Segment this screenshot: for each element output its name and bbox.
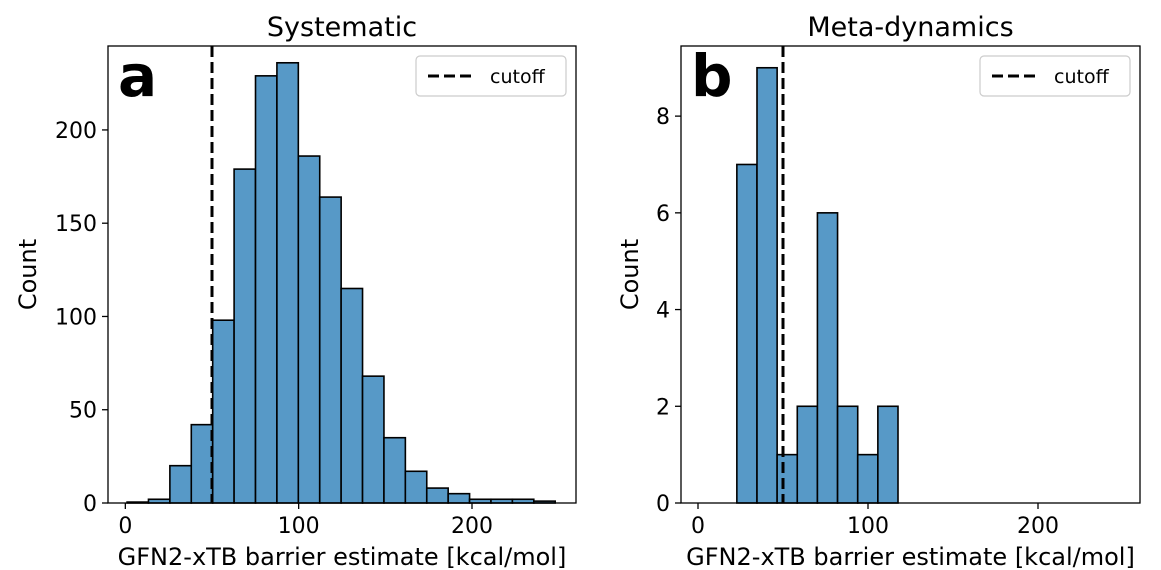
x-tick-label: 0 bbox=[691, 514, 705, 539]
y-axis-label: Count bbox=[14, 239, 42, 310]
legend-box bbox=[415, 55, 567, 97]
x-tick-label: 100 bbox=[847, 514, 889, 539]
chart-title: Meta-dynamics bbox=[807, 12, 1013, 43]
histogram-bar bbox=[340, 287, 364, 504]
y-tick-label: 6 bbox=[656, 202, 670, 227]
histogram-bar bbox=[233, 168, 257, 504]
histogram-bar bbox=[169, 464, 193, 504]
histogram-bar bbox=[776, 453, 799, 504]
chart-title: Systematic bbox=[267, 12, 417, 43]
x-tick-label: 200 bbox=[1017, 514, 1059, 539]
histogram-bar bbox=[318, 196, 342, 504]
y-tick-label: 2 bbox=[656, 395, 670, 420]
x-tick-label: 100 bbox=[278, 514, 320, 539]
y-tick-label: 150 bbox=[55, 212, 97, 237]
y-axis-label: Count bbox=[616, 239, 644, 310]
x-tick-label: 200 bbox=[451, 514, 493, 539]
histogram-bar bbox=[297, 155, 321, 504]
panel-letter: a bbox=[118, 42, 157, 110]
histogram-bar bbox=[756, 66, 778, 504]
histogram-bar bbox=[361, 375, 385, 504]
x-tick-label: 0 bbox=[118, 514, 132, 539]
histogram-bar bbox=[856, 453, 879, 504]
x-axis-label: GFN2-xTB barrier estimate [kcal/mol] bbox=[118, 543, 567, 570]
y-tick-label: 200 bbox=[55, 119, 97, 144]
x-axis-label: GFN2-xTB barrier estimate [kcal/mol] bbox=[686, 543, 1135, 570]
y-tick-label: 50 bbox=[69, 399, 97, 424]
chart-panel-b: 0 100 200 0 2 4 6 8 Meta-dynamics GFN2-xTB barrie… bbox=[616, 12, 1141, 570]
legend-box bbox=[979, 55, 1131, 97]
histogram-bar bbox=[425, 487, 449, 504]
histogram-bar bbox=[877, 405, 899, 504]
panel-letter: b bbox=[691, 42, 733, 110]
histogram-bar bbox=[447, 492, 471, 504]
histogram-bar bbox=[836, 405, 859, 504]
histogram-bar bbox=[796, 405, 819, 504]
axes-frame bbox=[680, 45, 1141, 504]
y-tick-label: 8 bbox=[656, 105, 670, 130]
legend: cutoff bbox=[979, 55, 1131, 97]
y-tick-label: 100 bbox=[55, 305, 97, 330]
chart-panel-a: 0 100 200 0 50 100 150 200 Systematic GFN2-xTB ba… bbox=[14, 12, 577, 570]
histogram-bar bbox=[211, 319, 235, 504]
axes-frame bbox=[107, 45, 577, 504]
y-tick-label: 0 bbox=[656, 492, 670, 517]
legend-label: cutoff bbox=[1054, 66, 1110, 88]
histogram-bar bbox=[276, 61, 300, 504]
histogram-bar bbox=[383, 436, 407, 504]
y-tick-label: 0 bbox=[83, 492, 97, 517]
legend-label: cutoff bbox=[490, 66, 546, 88]
histogram-bar bbox=[736, 163, 758, 504]
legend: cutoff bbox=[415, 55, 567, 97]
histogram-bar bbox=[404, 470, 428, 504]
histogram-bar bbox=[190, 423, 214, 504]
histogram-bar bbox=[254, 75, 278, 504]
histogram-bar bbox=[816, 212, 839, 504]
y-tick-label: 4 bbox=[656, 299, 670, 324]
